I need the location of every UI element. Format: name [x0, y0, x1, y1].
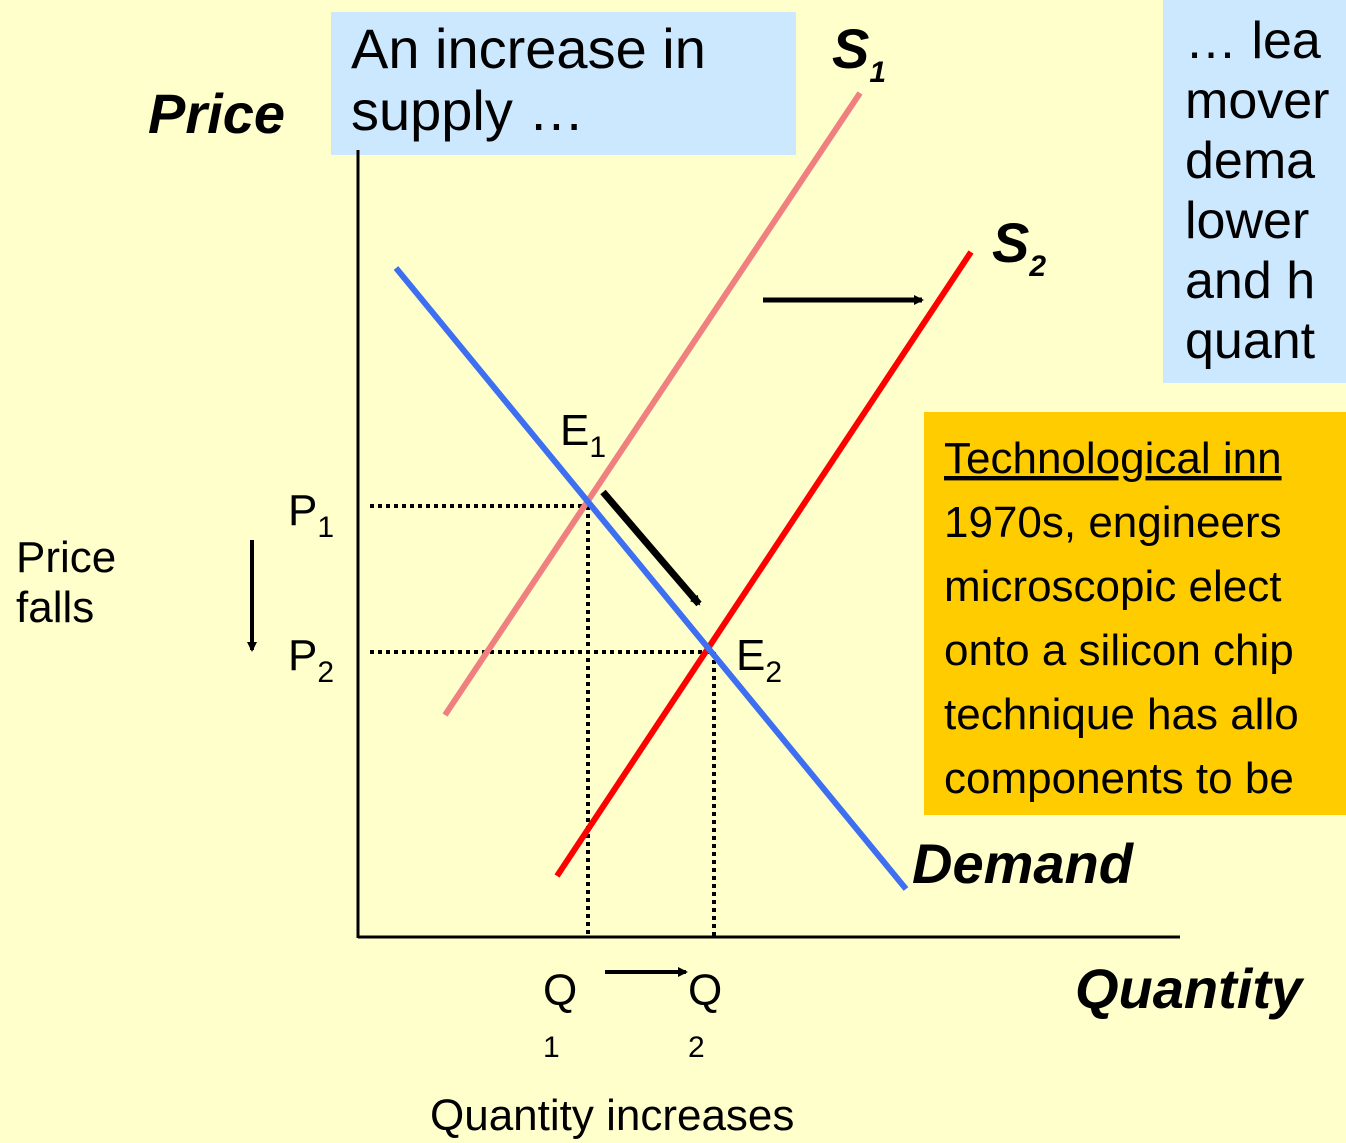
- e1-sub: 1: [589, 431, 606, 464]
- tech-line: microscopic elect: [944, 562, 1281, 611]
- increase-box: [331, 12, 796, 155]
- e2-label: E2: [736, 631, 782, 689]
- price-falls-2: falls: [16, 583, 94, 632]
- price-falls-1: Price: [16, 533, 116, 582]
- y-axis-label: Price: [148, 82, 285, 145]
- q2-label: Q: [688, 966, 722, 1015]
- increase-line-1: An increase in: [351, 17, 706, 80]
- p2-label: P2: [288, 631, 334, 689]
- q1-label: Q: [543, 966, 577, 1015]
- tech-heading: Technological inn: [944, 434, 1282, 483]
- s1-label: S1: [832, 17, 886, 89]
- p2-text: P: [288, 631, 317, 680]
- result-box: [1163, 0, 1346, 383]
- q1-sub: 1: [543, 1031, 560, 1064]
- p1-text: P: [288, 486, 317, 535]
- e1-text: E: [560, 406, 589, 455]
- result-line: and h: [1185, 252, 1315, 310]
- e1-label: E1: [560, 406, 606, 464]
- result-line: quant: [1185, 312, 1316, 370]
- result-line: lower: [1185, 192, 1309, 250]
- increase-line-2: supply …: [351, 79, 584, 142]
- s2-text: S: [992, 211, 1029, 274]
- guides: [370, 504, 716, 937]
- s1-curve: [442, 91, 863, 717]
- result-line: … lea: [1185, 12, 1321, 70]
- move-arrow: [600, 489, 702, 607]
- s2-label: S2: [992, 211, 1046, 283]
- result-line: dema: [1185, 132, 1315, 190]
- quantity-increases: Quantity increases: [430, 1091, 794, 1140]
- p2-sub: 2: [317, 656, 334, 689]
- x-axis-label: Quantity: [1075, 957, 1305, 1020]
- demand-curve: [393, 266, 909, 891]
- e2-sub: 2: [765, 656, 782, 689]
- tech-line: technique has allo: [944, 690, 1299, 739]
- demand-label: Demand: [912, 832, 1135, 895]
- e2-text: E: [736, 631, 765, 680]
- result-line: mover: [1185, 72, 1329, 130]
- tech-line: components to be: [944, 754, 1294, 803]
- tech-line: onto a silicon chip: [944, 626, 1294, 675]
- tech-line: 1970s, engineers: [944, 498, 1282, 547]
- s2-sub: 2: [1028, 250, 1046, 283]
- s1-text: S: [832, 17, 869, 80]
- p1-sub: 1: [317, 511, 334, 544]
- s1-sub: 1: [869, 56, 886, 89]
- q2-sub: 2: [688, 1031, 705, 1064]
- tech-lines: 1970s, engineers microscopic elect onto a …: [944, 498, 1299, 803]
- tech-box: [924, 412, 1346, 815]
- p1-label: P1: [288, 486, 334, 544]
- s2-curve: [554, 250, 974, 878]
